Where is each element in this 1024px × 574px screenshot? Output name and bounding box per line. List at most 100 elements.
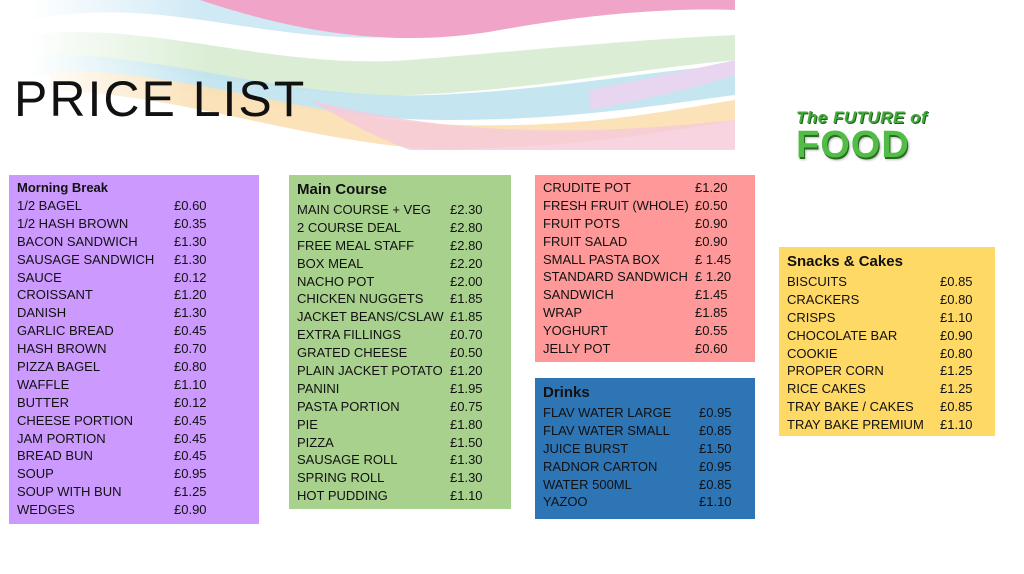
item-name: BACON SANDWICH	[17, 233, 138, 249]
logo-line-2: FOOD	[796, 124, 910, 166]
item-name: HASH BROWN	[17, 341, 107, 357]
item-name: GRATED CHEESE	[297, 345, 408, 361]
item-name: SOUP WITH BUN	[17, 484, 122, 500]
item-name: COOKIE	[787, 345, 838, 361]
item-name: SOUP	[17, 466, 54, 482]
item-price: £0.80	[174, 359, 207, 375]
item-name: BREAD BUN	[17, 448, 93, 464]
item-name: FRUIT SALAD	[543, 233, 628, 249]
price-list-item: PLAIN JACKET POTATO £1.20	[297, 362, 503, 380]
item-name: SMALL PASTA BOX	[543, 251, 660, 267]
price-list-item: WATER 500ML £0.85	[543, 476, 747, 494]
price-list-item: TRAY BAKE / CAKES £0.85	[787, 398, 987, 416]
section-heading: Morning Break	[17, 180, 109, 195]
item-name: HOT PUDDING	[297, 488, 388, 504]
item-price: £0.60	[695, 341, 728, 357]
section-heading: Drinks	[543, 384, 590, 401]
price-list-item: PIE £1.80	[297, 416, 503, 434]
item-name: EXTRA FILLINGS	[297, 327, 402, 343]
price-list-item: TRAY BAKE PREMIUM £1.10	[787, 416, 987, 434]
item-name: CROISSANT	[17, 287, 93, 303]
section-heading: Snacks & Cakes	[787, 253, 903, 270]
item-price: £2.20	[450, 255, 483, 271]
item-price: £0.70	[174, 341, 207, 357]
item-price: £0.50	[695, 197, 728, 213]
price-list-item: HOT PUDDING £1.10	[297, 487, 503, 505]
snacks-cakes-panel: Snacks & Cakes BISCUITS £0.85 CRACKERS £0.8…	[779, 247, 995, 436]
price-list-item: EXTRA FILLINGS £0.70	[297, 326, 503, 344]
item-price: £0.12	[174, 269, 207, 285]
item-name: CRACKERS	[787, 291, 860, 307]
item-price: £1.20	[695, 180, 728, 195]
price-list-item: JUICE BURST £1.50	[543, 440, 747, 458]
item-price: £1.30	[174, 305, 207, 321]
main-course-panel: Main Course MAIN COURSE + VEG £2.30 2 COUR…	[289, 175, 511, 509]
price-list-item: DANISH £1.30	[17, 304, 251, 322]
item-name: 1/2 HASH BROWN	[17, 215, 129, 231]
item-price: £0.75	[450, 398, 483, 414]
item-price: £0.95	[174, 466, 207, 482]
item-name: FRUIT POTS	[543, 215, 621, 231]
price-list-item: WEDGES £0.90	[17, 501, 251, 519]
price-list-item: FRUIT POTS £0.90	[543, 215, 747, 233]
morning-break-panel: Morning Break 1/2 BAGEL £0.60 1/2 HASH BRO…	[9, 175, 259, 524]
price-list-item: BISCUITS £0.85	[787, 273, 987, 291]
item-price: £0.45	[174, 412, 207, 428]
item-name: PANINI	[297, 380, 340, 396]
item-name: GARLIC BREAD	[17, 323, 114, 339]
price-list-item: PANINI £1.95	[297, 380, 503, 398]
price-list-item: FLAV WATER LARGE £0.95	[543, 404, 747, 422]
price-list-item: BUTTER £0.12	[17, 394, 251, 412]
item-name: 2 COURSE DEAL	[297, 219, 402, 235]
price-list-item: PASTA PORTION £0.75	[297, 398, 503, 416]
item-name: JELLY POT	[543, 341, 611, 357]
price-list-item: NACHO POT £2.00	[297, 273, 503, 291]
price-list-item: SAUCE £0.12	[17, 269, 251, 287]
item-price: £0.90	[695, 215, 728, 231]
price-list-item: JELLY POT £0.60	[543, 340, 747, 358]
item-name: SAUCE	[17, 269, 62, 285]
price-list-item: SAUSAGE ROLL £1.30	[297, 451, 503, 469]
price-list-item: BREAD BUN £0.45	[17, 447, 251, 465]
swirl-banner-graphic	[30, 0, 735, 150]
item-price: £0.70	[450, 327, 483, 343]
item-name: CRISPS	[787, 309, 836, 325]
item-price: £1.85	[695, 305, 728, 321]
item-name: BISCUITS	[787, 274, 847, 289]
price-list-item: JACKET BEANS/CSLAW £1.85	[297, 308, 503, 326]
price-list-item: YAZOO £1.10	[543, 493, 747, 511]
price-list-item: CHOCOLATE BAR £0.90	[787, 327, 987, 345]
price-list-item: JAM PORTION £0.45	[17, 430, 251, 448]
item-price: £2.00	[450, 273, 483, 289]
price-list-item: SOUP £0.95	[17, 465, 251, 483]
item-price: £0.50	[450, 345, 483, 361]
section-heading: Main Course	[297, 181, 388, 198]
item-price: £2.30	[450, 202, 483, 217]
item-name: BOX MEAL	[297, 255, 364, 271]
item-name: TRAY BAKE / CAKES	[787, 399, 914, 415]
price-list-item: CHEESE PORTION £0.45	[17, 412, 251, 430]
item-name: RICE CAKES	[787, 381, 866, 397]
item-price: £0.85	[940, 274, 973, 289]
item-price: £1.45	[695, 287, 728, 303]
price-list-item: 2 COURSE DEAL £2.80	[297, 219, 503, 237]
item-price: £1.10	[699, 494, 732, 510]
price-list-item: CRISPS £1.10	[787, 309, 987, 327]
item-price: £0.45	[174, 323, 207, 339]
item-name: YOGHURT	[543, 323, 608, 339]
item-price: £0.90	[940, 327, 973, 343]
item-name: WATER 500ML	[543, 476, 632, 492]
price-list-item: GARLIC BREAD £0.45	[17, 322, 251, 340]
price-list-item: PIZZA BAGEL £0.80	[17, 358, 251, 376]
item-name: YAZOO	[543, 494, 588, 510]
price-list-item: 1/2 BAGEL £0.60	[17, 197, 251, 215]
item-name: CRUDITE POT	[543, 180, 632, 195]
item-price: £0.90	[695, 233, 728, 249]
item-name: DANISH	[17, 305, 67, 321]
item-name: FREE MEAL STAFF	[297, 237, 415, 253]
price-list-item: SANDWICH £1.45	[543, 286, 747, 304]
price-list-item: WRAP £1.85	[543, 304, 747, 322]
item-name: PIE	[297, 416, 318, 432]
item-price: £1.30	[450, 470, 483, 486]
item-name: SPRING ROLL	[297, 470, 385, 486]
